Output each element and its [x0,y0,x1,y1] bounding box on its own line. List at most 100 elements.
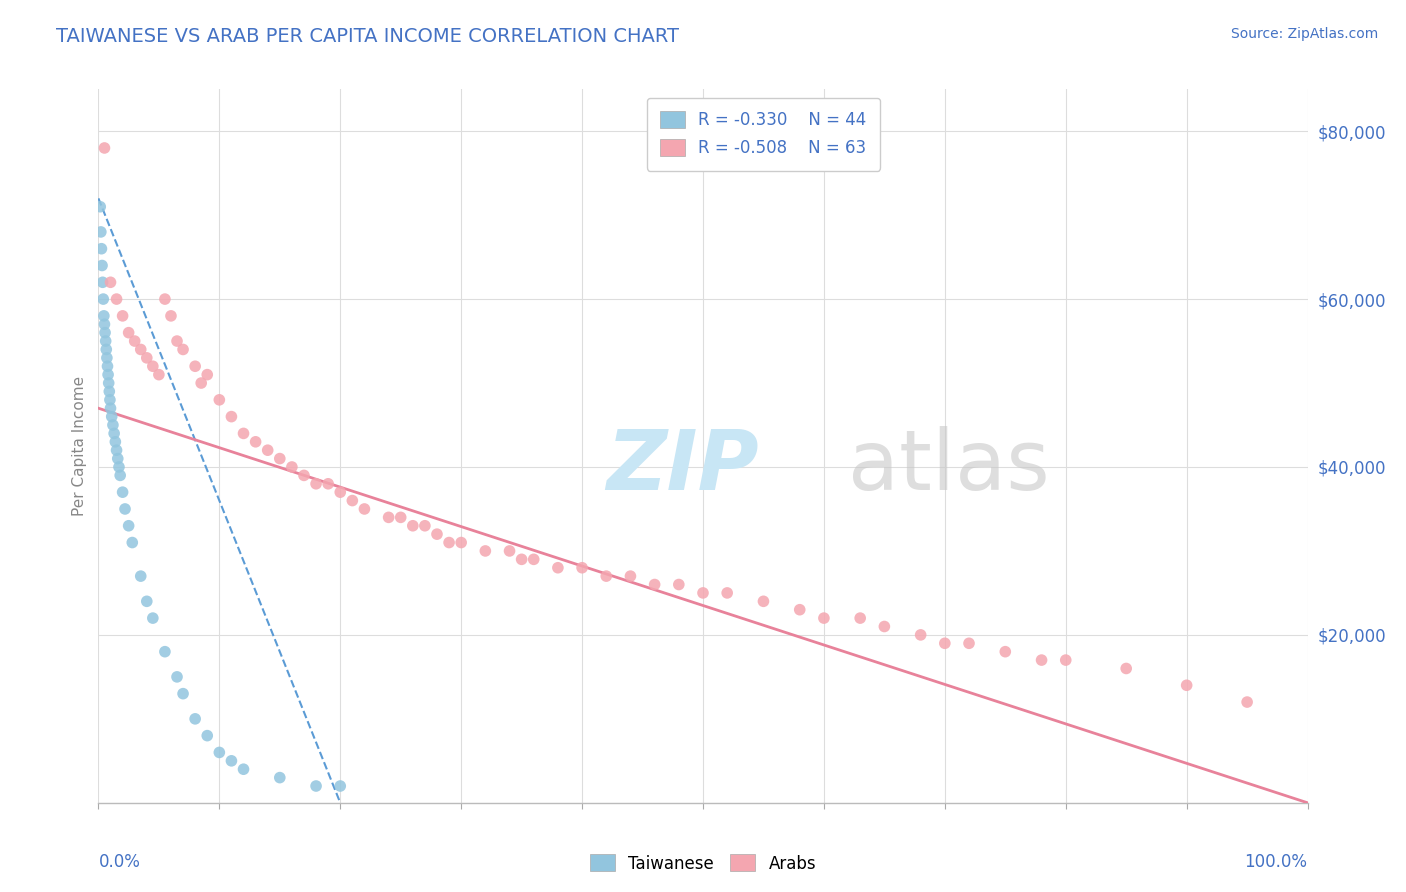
Point [172,687,194,701]
Point [135,594,157,608]
Point [644,577,666,591]
Point [957,636,980,650]
Point [474,544,496,558]
Point [619,569,641,583]
Point [190,376,212,390]
Point [402,518,425,533]
Point [96,359,118,374]
Point [100,275,122,289]
Point [142,611,165,625]
Point [1236,695,1258,709]
Point [121,535,143,549]
Point [342,493,364,508]
Text: Source: ZipAtlas.com: Source: ZipAtlas.com [1230,27,1378,41]
Point [105,292,128,306]
Point [256,443,278,458]
Point [1054,653,1077,667]
Point [93,309,115,323]
Point [166,334,188,348]
Point [184,712,207,726]
Point [98,384,121,399]
Point [94,326,117,340]
Point [104,434,127,449]
Point [377,510,399,524]
Point [142,359,165,374]
Point [91,275,114,289]
Point [91,292,114,306]
Point [111,309,134,323]
Point [510,552,533,566]
Text: 0.0%: 0.0% [98,853,141,871]
Point [281,460,304,475]
Point [94,334,117,348]
Point [1115,661,1137,675]
Point [107,451,129,466]
Point [166,670,188,684]
Point [100,409,122,424]
Text: ZIP: ZIP [606,426,759,508]
Point [232,762,254,776]
Point [118,326,141,340]
Point [129,569,152,583]
Point [91,259,114,273]
Point [1175,678,1198,692]
Point [153,292,176,306]
Legend: R = -0.330    N = 44, R = -0.508    N = 63: R = -0.330 N = 44, R = -0.508 N = 63 [647,97,880,170]
Text: atlas: atlas [848,426,1050,508]
Point [910,628,932,642]
Point [571,560,593,574]
Point [97,376,120,390]
Point [118,518,141,533]
Point [96,351,118,365]
Point [450,535,472,549]
Point [129,343,152,357]
Point [849,611,872,625]
Point [389,510,412,524]
Point [245,434,267,449]
Point [692,586,714,600]
Point [93,141,115,155]
Point [153,645,176,659]
Point [498,544,520,558]
Point [1031,653,1053,667]
Point [934,636,956,650]
Point [716,586,738,600]
Point [413,518,436,533]
Point [316,476,339,491]
Point [668,577,690,591]
Y-axis label: Per Capita Income: Per Capita Income [72,376,87,516]
Point [124,334,146,348]
Point [813,611,835,625]
Point [789,603,811,617]
Point [101,417,124,432]
Point [184,359,207,374]
Point [329,779,352,793]
Point [98,392,121,407]
Point [114,502,136,516]
Point [305,779,328,793]
Point [195,729,218,743]
Point [353,502,375,516]
Point [103,426,125,441]
Point [160,309,183,323]
Point [208,746,231,760]
Point [89,200,111,214]
Point [426,527,449,541]
Point [547,560,569,574]
Point [269,771,291,785]
Point [93,318,115,332]
Point [437,535,460,549]
Point [232,426,254,441]
Point [873,619,896,633]
Text: TAIWANESE VS ARAB PER CAPITA INCOME CORRELATION CHART: TAIWANESE VS ARAB PER CAPITA INCOME CORR… [56,27,679,45]
Point [135,351,157,365]
Point [105,443,128,458]
Point [90,225,112,239]
Point [292,468,315,483]
Point [994,645,1017,659]
Point [100,401,122,416]
Point [108,468,131,483]
Point [208,392,231,407]
Point [329,485,352,500]
Point [305,476,328,491]
